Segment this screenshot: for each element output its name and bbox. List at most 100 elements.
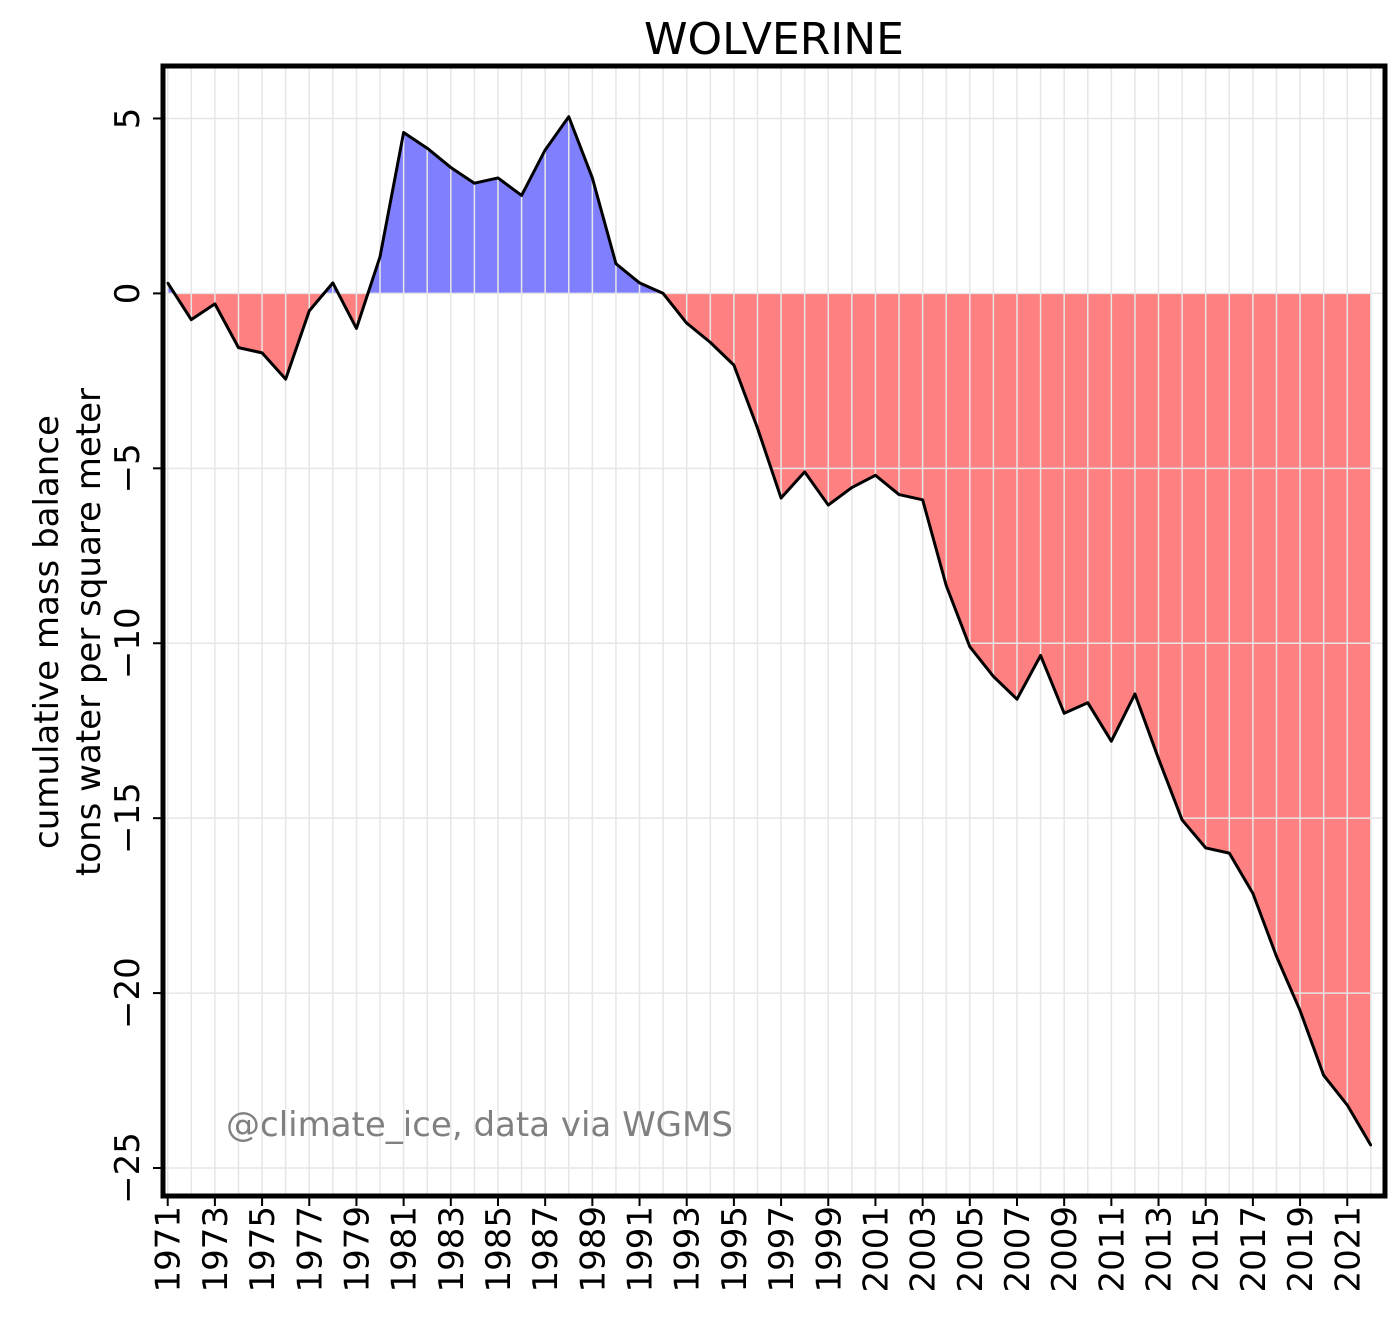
area-segment (1300, 293, 1324, 1076)
area-segment (993, 293, 1017, 700)
x-tick-label: 1983 (432, 1206, 472, 1293)
data-point (1346, 1103, 1349, 1107)
area-segment (1276, 293, 1301, 1011)
data-point (1110, 740, 1113, 743)
data-point (874, 474, 877, 477)
area-segment (946, 293, 970, 647)
area-segment (1134, 293, 1159, 759)
area-segment (1016, 293, 1041, 700)
data-point (402, 131, 405, 134)
data-point (1133, 692, 1137, 696)
data-point (1204, 846, 1207, 850)
area-segment (1158, 293, 1183, 820)
area-segment (1323, 293, 1348, 1106)
data-point (1322, 1074, 1325, 1077)
area-segment (1347, 293, 1371, 1146)
x-tick-label: 1977 (290, 1206, 330, 1293)
area-segment (686, 293, 711, 343)
y-tick-label: −25 (108, 1132, 148, 1204)
area-segment (1252, 293, 1277, 957)
data-point (591, 176, 594, 180)
x-tick-label: 2009 (1045, 1206, 1085, 1293)
credit-annotation: @climate_ice, data via WGMS (226, 1105, 733, 1145)
x-tick-label: 2003 (904, 1206, 944, 1293)
mass-balance-line (166, 115, 1373, 1147)
data-point (378, 255, 382, 258)
data-point (850, 486, 854, 489)
data-point (1298, 1009, 1302, 1012)
area-segment (1064, 293, 1088, 714)
y-tick-label: −15 (108, 782, 148, 854)
data-point (1039, 654, 1042, 657)
data-point (1157, 757, 1160, 760)
area-segment (1087, 293, 1112, 742)
data-point (992, 675, 995, 678)
data-point (496, 176, 500, 180)
area-segment (757, 293, 782, 499)
x-tick-label: 1991 (621, 1206, 661, 1293)
x-tick-label: 1971 (149, 1206, 189, 1293)
data-point (803, 470, 806, 474)
data-point (1275, 955, 1278, 958)
data-point (473, 181, 476, 185)
area-segment (615, 263, 640, 294)
x-tick-label: 2013 (1140, 1206, 1180, 1293)
data-point (685, 321, 688, 325)
x-tick-label: 1973 (196, 1206, 236, 1293)
data-point (661, 292, 665, 295)
area-segment (380, 132, 404, 294)
y-tick-label: −20 (108, 957, 148, 1029)
area-segment (592, 177, 616, 294)
area-segment (1182, 293, 1206, 848)
x-tick-label: 1989 (573, 1206, 613, 1293)
area-segment (568, 116, 593, 294)
area-segment (875, 293, 900, 495)
area-segment (545, 116, 569, 294)
y-axis-label-line1: cumulative mass balance (27, 415, 67, 849)
area-segment (899, 293, 923, 500)
plot-frame (160, 63, 1388, 1199)
y-tick-label: −5 (108, 443, 148, 493)
x-tick-label: 2019 (1281, 1206, 1321, 1293)
data-point (426, 147, 429, 150)
data-point (449, 166, 453, 169)
area-segment (427, 148, 451, 294)
x-tick-label: 1979 (337, 1206, 377, 1293)
data-point (355, 327, 358, 330)
data-point (1015, 698, 1019, 701)
area-segment (969, 293, 994, 677)
area-segment (238, 293, 263, 353)
area-segment (781, 293, 805, 499)
chart-title: WOLVERINE (644, 14, 904, 65)
y-tick-label: 5 (108, 108, 148, 130)
area-segment (804, 293, 829, 506)
area-segment (922, 293, 947, 586)
data-point (260, 351, 264, 355)
data-point (1228, 851, 1231, 855)
data-point (709, 341, 712, 344)
x-tick-label: 2021 (1328, 1206, 1368, 1293)
data-point (284, 377, 287, 381)
area-segment (1205, 293, 1230, 854)
data-point (1369, 1144, 1373, 1147)
area-segment (733, 293, 758, 429)
data-point (897, 493, 901, 496)
data-point (968, 645, 972, 648)
y-tick-label: −10 (108, 607, 148, 679)
data-point (1180, 818, 1184, 822)
x-tick-label: 2015 (1187, 1206, 1227, 1293)
data-point (1086, 701, 1089, 704)
data-point (732, 363, 736, 367)
data-point (308, 309, 311, 313)
area-segment (828, 293, 852, 506)
data-point (213, 302, 217, 306)
area-segment (191, 293, 215, 320)
data-point (921, 498, 924, 502)
x-tick-label: 2011 (1092, 1206, 1132, 1293)
data-point (543, 148, 547, 152)
data-point (190, 318, 193, 321)
area-segment (403, 132, 428, 294)
data-point (520, 194, 523, 197)
y-tick-label: 0 (108, 283, 148, 305)
